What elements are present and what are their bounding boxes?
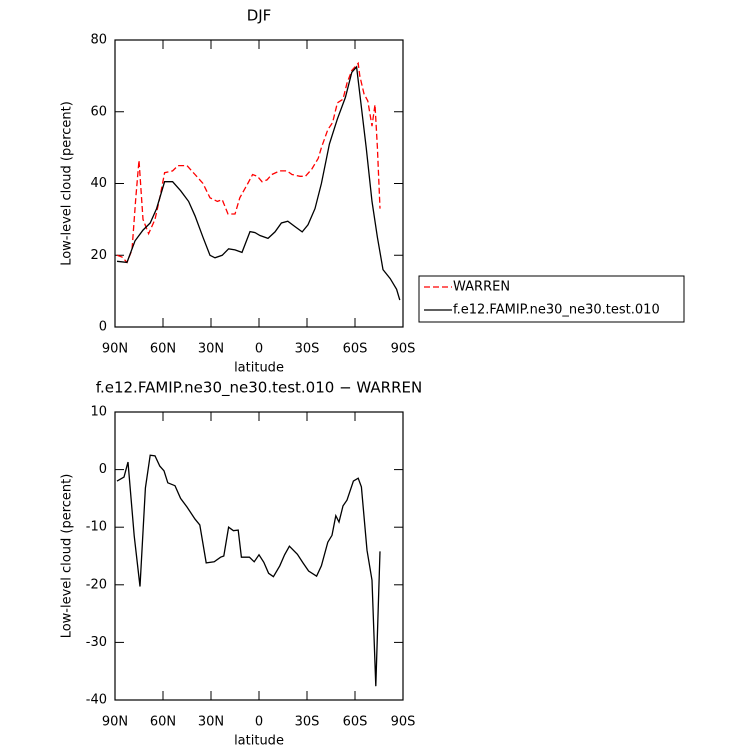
y-tick-label: -30 [86, 635, 107, 650]
x-tick-label: 60N [150, 715, 176, 730]
plot-frame [114, 39, 404, 328]
y-tick-label: 60 [90, 104, 107, 119]
y-axis-label: Low-level cloud (percent) [60, 474, 75, 639]
data-line [116, 65, 401, 301]
x-axis-label: latitude [234, 361, 284, 376]
data-line [116, 61, 381, 264]
legend-label: WARREN [453, 280, 510, 295]
x-tick-label: 0 [255, 342, 263, 357]
chart-title: DJF [247, 7, 272, 25]
y-tick-label: 20 [90, 248, 107, 263]
y-tick-label: -10 [86, 520, 107, 535]
legend: WARREN f.e12.FAMIP.ne30_ne30.test.010 [418, 275, 685, 323]
x-tick-label: 60N [150, 342, 176, 357]
x-tick-label: 90N [102, 715, 128, 730]
x-tick-label: 30N [198, 342, 224, 357]
x-tick-label: 90S [391, 715, 416, 730]
x-tick-label: 30S [295, 715, 320, 730]
x-tick-label: 60S [343, 715, 368, 730]
y-tick-label: -20 [86, 577, 107, 592]
plot-frame [114, 411, 404, 701]
y-tick-label: 10 [90, 405, 107, 420]
y-tick-label: 80 [90, 33, 107, 48]
data-line [116, 454, 381, 687]
legend-frame [418, 275, 685, 323]
x-tick-label: 60S [343, 342, 368, 357]
y-tick-label: 40 [90, 176, 107, 191]
x-tick-label: 90N [102, 342, 128, 357]
y-tick-label: -40 [86, 693, 107, 708]
legend-label: f.e12.FAMIP.ne30_ne30.test.010 [453, 303, 660, 318]
y-tick-label: 0 [99, 320, 107, 335]
x-tick-label: 90S [391, 342, 416, 357]
y-axis-label: Low-level cloud (percent) [60, 101, 75, 266]
chart-title: f.e12.FAMIP.ne30_ne30.test.010 − WARREN [96, 379, 422, 398]
x-tick-label: 0 [255, 715, 263, 730]
x-axis-label: latitude [234, 734, 284, 749]
y-tick-label: 0 [99, 462, 107, 477]
x-tick-label: 30S [295, 342, 320, 357]
x-tick-label: 30N [198, 715, 224, 730]
